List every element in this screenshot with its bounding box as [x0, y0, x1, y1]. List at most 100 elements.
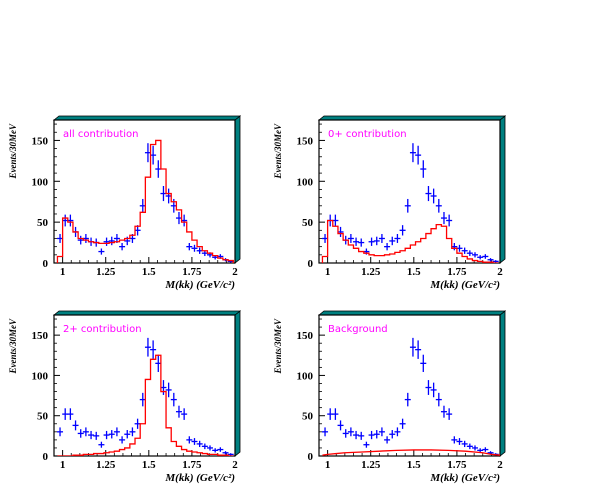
chart-panel-3: 0 50 100 150 1 1.25 1.5 1.75 2 Events/30MeV M(kk) … — [8, 310, 242, 484]
y-axis-label: Events/30MeV — [273, 318, 283, 374]
data-point — [425, 186, 432, 202]
data-point — [342, 429, 349, 438]
data-point — [222, 451, 229, 455]
data-point — [129, 427, 136, 437]
plot-frame — [318, 314, 501, 457]
data-point — [57, 427, 64, 437]
data-point — [98, 248, 105, 255]
data-point — [466, 443, 473, 450]
x-tick-label: 1 — [60, 266, 66, 278]
x-tick-label: 1 — [325, 266, 331, 278]
x-axis-label: M(kk) (GeV/c²) — [164, 279, 235, 291]
y-tick-label: 50 — [37, 411, 49, 423]
data-point — [93, 431, 100, 440]
data-point — [363, 441, 370, 448]
panel-title: 2+ contribution — [63, 324, 142, 335]
x-axis-label: M(kk) (GeV/c²) — [164, 472, 235, 484]
data-point — [384, 436, 391, 444]
frame-shadow-right — [234, 115, 241, 264]
x-tick-label: 2 — [497, 459, 503, 471]
data-point — [347, 427, 354, 437]
data-point — [399, 418, 406, 429]
data-point — [186, 243, 193, 251]
data-point — [191, 438, 198, 445]
data-point — [353, 237, 360, 246]
x-tick-label: 1.5 — [142, 266, 156, 278]
data-point — [394, 234, 401, 243]
frame-shadow-top — [317, 310, 507, 316]
data-point — [446, 214, 453, 227]
data-point — [108, 236, 115, 246]
data-point — [98, 441, 105, 448]
x-tick-label: 1 — [325, 459, 331, 471]
plot-frame — [53, 119, 236, 264]
data-point — [389, 236, 396, 246]
data-point — [217, 447, 224, 452]
panel-title: 0+ contribution — [328, 129, 407, 140]
data-point — [451, 436, 458, 444]
x-tick-label: 1.25 — [96, 266, 116, 278]
y-tick-label: 150 — [297, 330, 314, 342]
data-point — [103, 237, 110, 246]
data-point — [196, 440, 203, 448]
data-point — [170, 392, 177, 407]
x-tick-label: 1.75 — [447, 266, 467, 278]
fit-histogram — [57, 354, 234, 456]
x-axis-label: M(kk) (GeV/c²) — [429, 472, 500, 484]
data-point — [440, 211, 447, 225]
data-point — [327, 408, 334, 420]
y-tick-label: 50 — [37, 217, 49, 229]
x-tick-label: 1 — [60, 459, 66, 471]
data-point — [186, 436, 193, 444]
data-point — [113, 427, 120, 437]
x-axis-label: M(kk) (GeV/c²) — [429, 279, 500, 291]
panel-title: Background — [328, 324, 388, 335]
data-point — [477, 448, 484, 453]
frame-shadow-right — [499, 310, 506, 457]
data-point — [373, 430, 380, 439]
data-point — [353, 430, 360, 440]
data-point — [212, 448, 219, 453]
frame-shadow-right — [499, 115, 506, 264]
y-axis-label: Events/30MeV — [8, 123, 18, 179]
x-tick-label: 2 — [497, 266, 503, 278]
data-point — [409, 337, 416, 357]
data-point — [103, 430, 110, 440]
data-point — [404, 198, 411, 213]
y-tick-label: 150 — [32, 135, 49, 147]
y-tick-label: 0 — [43, 451, 49, 463]
data-point — [207, 445, 214, 451]
data-point — [82, 427, 89, 437]
x-tick-label: 1.75 — [182, 459, 202, 471]
data-point — [404, 392, 411, 407]
data-point — [472, 445, 479, 451]
data-point — [420, 160, 427, 178]
data-point — [378, 427, 385, 437]
data-point — [119, 243, 126, 251]
data-point — [67, 408, 74, 420]
data-point — [430, 188, 437, 204]
y-tick-label: 50 — [302, 411, 314, 423]
data-point — [144, 337, 151, 357]
data-point — [165, 382, 172, 398]
y-tick-label: 150 — [297, 135, 314, 147]
data-point — [399, 225, 406, 236]
data-point — [175, 405, 182, 418]
x-tick-label: 1.75 — [447, 459, 467, 471]
data-point — [461, 440, 468, 448]
data-point — [62, 408, 69, 420]
data-point — [477, 255, 484, 260]
data-point — [368, 430, 375, 440]
data-point — [492, 260, 499, 263]
y-tick-label: 50 — [302, 217, 314, 229]
data-point — [435, 392, 442, 407]
x-tick-label: 1.5 — [142, 459, 156, 471]
plot-frame — [53, 314, 236, 457]
y-tick-label: 0 — [308, 451, 314, 463]
x-tick-label: 1.5 — [407, 266, 421, 278]
data-point — [472, 252, 479, 258]
data-point — [415, 340, 422, 359]
frame-shadow-top — [52, 310, 242, 316]
data-point — [72, 420, 79, 431]
